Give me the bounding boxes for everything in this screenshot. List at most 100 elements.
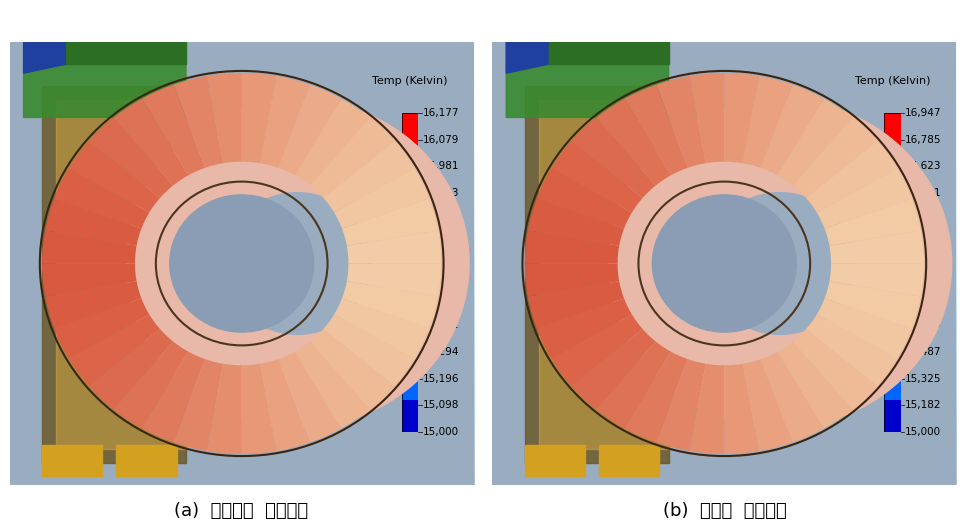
Wedge shape: [278, 85, 341, 175]
Wedge shape: [342, 198, 439, 246]
Polygon shape: [43, 86, 186, 463]
Polygon shape: [116, 445, 177, 476]
Wedge shape: [45, 198, 141, 246]
Text: 16,623: 16,623: [905, 161, 942, 171]
Wedge shape: [113, 341, 188, 428]
Wedge shape: [690, 73, 724, 163]
Wedge shape: [334, 168, 429, 229]
Wedge shape: [69, 141, 160, 212]
Wedge shape: [743, 76, 792, 168]
Wedge shape: [347, 230, 441, 264]
Text: 15,325: 15,325: [905, 374, 942, 384]
Wedge shape: [324, 315, 414, 386]
Wedge shape: [89, 118, 173, 198]
Text: 15,000: 15,000: [423, 427, 459, 437]
Wedge shape: [527, 281, 624, 329]
Wedge shape: [347, 264, 441, 297]
Text: Temp (Kelvin): Temp (Kelvin): [855, 76, 930, 86]
Wedge shape: [793, 329, 877, 409]
Text: 15,974: 15,974: [905, 267, 942, 277]
Circle shape: [126, 100, 469, 427]
Circle shape: [170, 195, 314, 332]
Wedge shape: [45, 281, 141, 329]
Circle shape: [652, 195, 796, 332]
Wedge shape: [743, 359, 792, 451]
Text: 15,981: 15,981: [423, 161, 459, 171]
Text: 15,649: 15,649: [905, 320, 942, 330]
Wedge shape: [525, 230, 619, 264]
Wedge shape: [295, 341, 370, 428]
Wedge shape: [525, 264, 619, 297]
Polygon shape: [539, 100, 668, 450]
FancyBboxPatch shape: [493, 42, 956, 485]
Text: 최대 : 16,947: 최대 : 16,947: [775, 285, 882, 301]
Wedge shape: [761, 85, 824, 175]
Polygon shape: [43, 445, 102, 476]
Wedge shape: [552, 141, 642, 212]
Wedge shape: [69, 315, 160, 386]
Wedge shape: [830, 264, 923, 297]
Wedge shape: [324, 141, 414, 212]
Text: 15,785: 15,785: [423, 214, 459, 224]
Text: (b)  부하시  온도분포: (b) 부하시 온도분포: [663, 502, 786, 520]
Wedge shape: [572, 329, 656, 409]
Polygon shape: [506, 42, 668, 64]
Wedge shape: [43, 230, 136, 264]
Circle shape: [609, 100, 952, 427]
Wedge shape: [113, 99, 188, 186]
Circle shape: [706, 193, 854, 334]
Wedge shape: [724, 364, 759, 454]
Wedge shape: [806, 141, 897, 212]
Text: 15,687: 15,687: [423, 241, 459, 251]
Text: 16,785: 16,785: [905, 134, 942, 144]
Wedge shape: [310, 118, 394, 198]
Wedge shape: [527, 198, 624, 246]
Text: 15,196: 15,196: [423, 374, 459, 384]
Text: 15,491: 15,491: [423, 294, 459, 304]
Wedge shape: [207, 364, 242, 454]
Wedge shape: [724, 73, 759, 163]
Text: 15,182: 15,182: [905, 400, 942, 410]
Wedge shape: [656, 359, 706, 451]
Text: 15,392: 15,392: [423, 320, 459, 330]
Wedge shape: [596, 99, 671, 186]
Wedge shape: [174, 359, 223, 451]
Polygon shape: [23, 42, 186, 64]
Wedge shape: [174, 76, 223, 168]
Polygon shape: [506, 55, 668, 118]
Wedge shape: [142, 85, 205, 175]
Text: 15,000: 15,000: [905, 427, 942, 437]
Wedge shape: [278, 352, 341, 442]
FancyBboxPatch shape: [493, 42, 956, 485]
Wedge shape: [310, 329, 394, 409]
Wedge shape: [537, 168, 632, 229]
Wedge shape: [207, 73, 242, 163]
Text: 15,589: 15,589: [423, 267, 459, 277]
Wedge shape: [793, 118, 877, 198]
Wedge shape: [778, 341, 853, 428]
Polygon shape: [599, 445, 660, 476]
Wedge shape: [816, 298, 912, 359]
Wedge shape: [761, 352, 824, 442]
Text: 15,883: 15,883: [423, 188, 459, 198]
FancyBboxPatch shape: [10, 42, 473, 485]
Wedge shape: [54, 168, 150, 229]
Wedge shape: [242, 73, 276, 163]
Text: 16,461: 16,461: [905, 188, 942, 198]
Wedge shape: [572, 118, 656, 198]
Polygon shape: [23, 55, 186, 118]
Text: 15,098: 15,098: [423, 400, 459, 410]
Wedge shape: [260, 359, 310, 451]
Polygon shape: [525, 445, 585, 476]
Polygon shape: [525, 86, 668, 463]
Wedge shape: [260, 76, 310, 168]
Text: 16,136: 16,136: [905, 241, 942, 251]
Wedge shape: [295, 99, 370, 186]
Text: 15,294: 15,294: [423, 347, 459, 357]
Text: 16,177: 16,177: [423, 108, 459, 118]
Wedge shape: [552, 315, 642, 386]
Wedge shape: [816, 168, 912, 229]
Wedge shape: [537, 298, 632, 359]
Wedge shape: [830, 230, 923, 264]
Wedge shape: [806, 315, 897, 386]
